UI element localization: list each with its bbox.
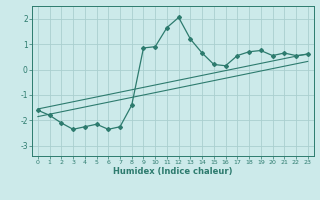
X-axis label: Humidex (Indice chaleur): Humidex (Indice chaleur) [113, 167, 233, 176]
